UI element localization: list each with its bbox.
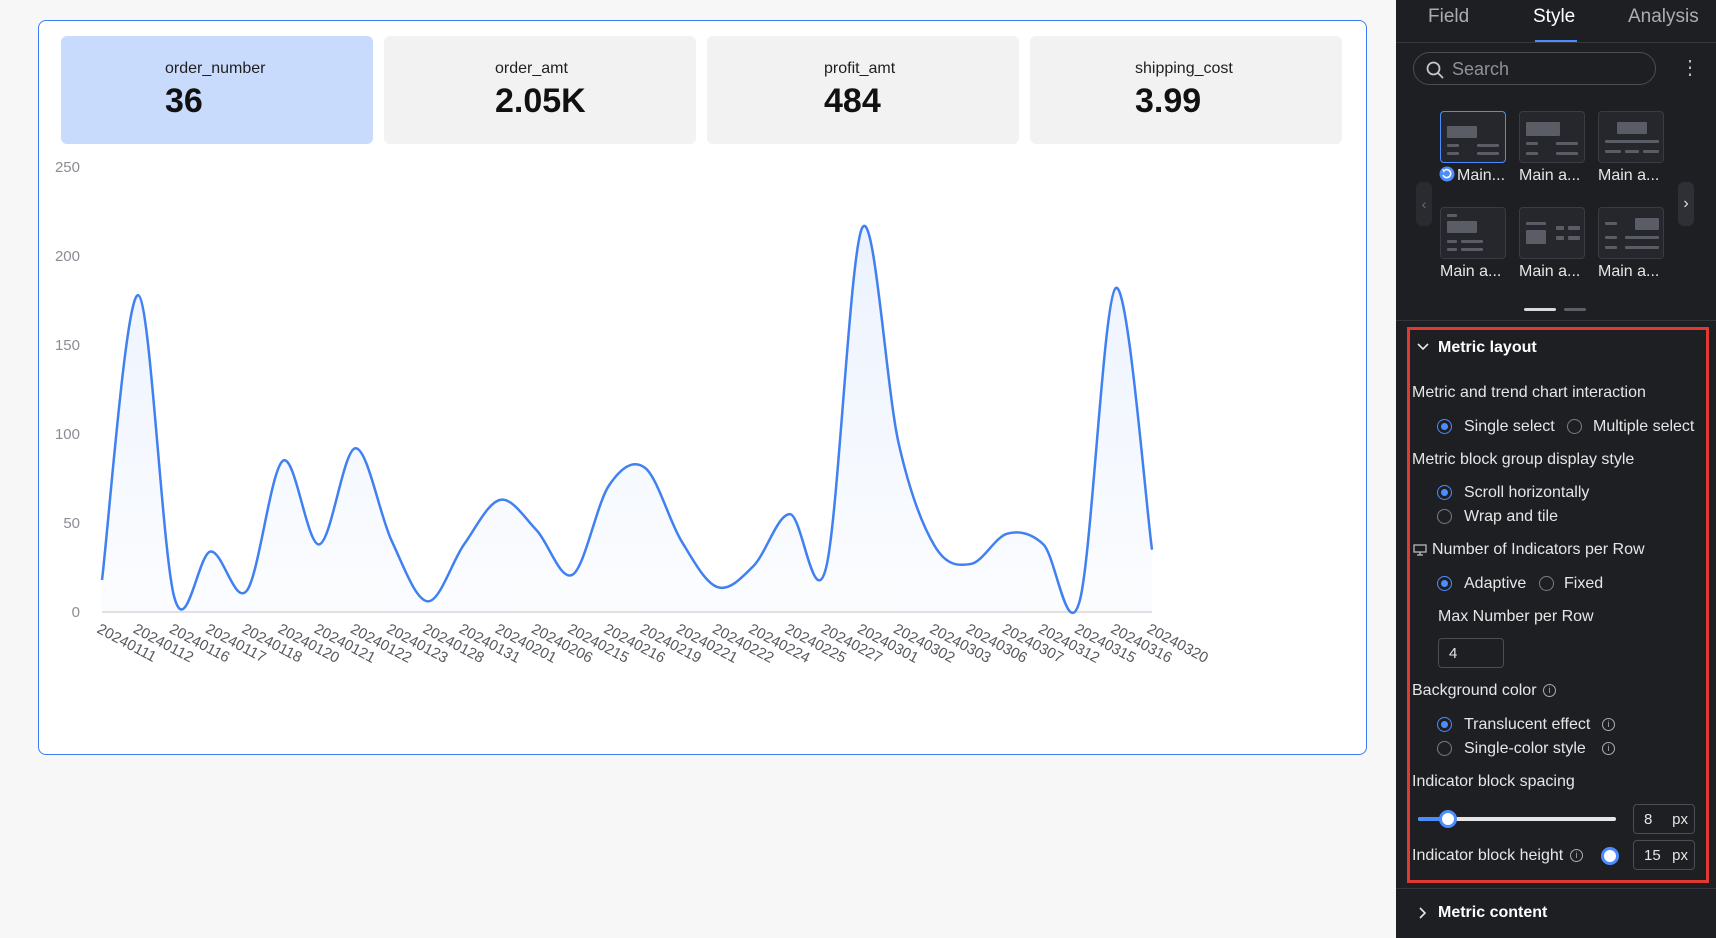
layout-thumbnail-5[interactable]	[1519, 207, 1585, 259]
divider	[1396, 888, 1716, 889]
bg-color-label: Background color	[1412, 682, 1537, 699]
more-options-icon[interactable]: ⋮	[1680, 57, 1700, 79]
monitor-icon	[1413, 544, 1427, 556]
metric-name: shipping_cost	[1135, 60, 1233, 77]
radio-fixed[interactable]	[1539, 576, 1554, 591]
thumbnail-label: Main...	[1457, 167, 1506, 184]
spacing-input[interactable]: 8 px	[1633, 804, 1695, 834]
radio-single-color-style[interactable]	[1437, 741, 1452, 756]
metric-card-profit-amt[interactable]: profit_amt 484	[707, 36, 1019, 144]
radio-label[interactable]: Single-color style	[1464, 740, 1586, 757]
info-icon[interactable]: i	[1570, 849, 1583, 862]
reset-icon[interactable]	[1439, 166, 1455, 182]
input-value: 4	[1449, 645, 1458, 662]
y-tick-label: 150	[55, 337, 80, 354]
layout-thumbnail-6[interactable]	[1598, 207, 1664, 259]
metric-name: order_amt	[495, 60, 568, 77]
height-toggle[interactable]	[1601, 847, 1619, 865]
radio-multiple-select[interactable]	[1567, 419, 1582, 434]
radio-label[interactable]: Multiple select	[1593, 418, 1695, 435]
metric-value: 2.05K	[495, 82, 586, 120]
info-icon[interactable]: i	[1602, 742, 1615, 755]
active-tab-indicator	[1535, 40, 1577, 42]
layout-thumbnail-2[interactable]	[1519, 111, 1585, 163]
info-icon[interactable]: i	[1543, 684, 1556, 697]
metric-card-shipping-cost[interactable]: shipping_cost 3.99	[1030, 36, 1342, 144]
metric-value: 484	[824, 82, 881, 120]
radio-translucent-effect[interactable]	[1437, 717, 1452, 732]
metric-layout-section	[1407, 327, 1709, 883]
y-tick-label: 250	[55, 159, 80, 176]
radio-label[interactable]: Single select	[1464, 418, 1555, 435]
y-tick-label: 0	[72, 604, 80, 621]
spacing-slider-fill	[1418, 817, 1448, 821]
per-row-label: Number of Indicators per Row	[1432, 541, 1645, 558]
unit-label: px	[1672, 811, 1688, 828]
spacing-slider-track[interactable]	[1418, 817, 1616, 821]
spacing-slider-thumb[interactable]	[1439, 810, 1457, 828]
radio-wrap-and-tile[interactable]	[1437, 509, 1452, 524]
input-value: 15	[1644, 847, 1661, 864]
thumbnail-label: Main a...	[1440, 263, 1502, 280]
chevron-right-icon[interactable]	[1416, 906, 1430, 920]
carousel-dot[interactable]	[1564, 308, 1586, 311]
layout-thumbnail-4[interactable]	[1440, 207, 1506, 259]
metric-name: profit_amt	[824, 60, 896, 77]
input-value: 8	[1644, 811, 1653, 828]
chevron-down-icon[interactable]	[1416, 340, 1430, 354]
max-per-row-input[interactable]: 4	[1438, 638, 1504, 668]
spacing-label: Indicator block spacing	[1412, 773, 1575, 790]
layout-thumbnail-1[interactable]	[1440, 111, 1506, 163]
search-box[interactable]	[1413, 52, 1656, 85]
metric-value: 3.99	[1135, 82, 1202, 120]
y-tick-label: 50	[63, 515, 80, 532]
carousel-prev-icon[interactable]: ‹	[1416, 182, 1432, 226]
radio-label[interactable]: Wrap and tile	[1464, 508, 1558, 525]
series-area	[102, 225, 1152, 613]
thumbnail-label: Main a...	[1598, 263, 1660, 280]
series-line	[100, 224, 1154, 614]
radio-label[interactable]: Translucent effect	[1464, 716, 1591, 733]
tab-analysis[interactable]: Analysis	[1628, 6, 1699, 27]
metric-card-order-number[interactable]: order_number 36	[61, 36, 373, 144]
carousel-dot-active[interactable]	[1524, 308, 1556, 311]
layout-thumbnail-3[interactable]	[1598, 111, 1664, 163]
metric-content-title[interactable]: Metric content	[1438, 904, 1548, 921]
thumbnail-label: Main a...	[1598, 167, 1660, 184]
radio-scroll-horizontally[interactable]	[1437, 485, 1452, 500]
tab-style[interactable]: Style	[1533, 6, 1576, 27]
info-icon[interactable]: i	[1602, 718, 1615, 731]
height-input[interactable]: 15 px	[1633, 840, 1695, 870]
radio-label[interactable]: Adaptive	[1464, 575, 1527, 592]
group-style-label: Metric block group display style	[1412, 451, 1635, 468]
metric-card-order-amt[interactable]: order_amt 2.05K	[384, 36, 696, 144]
max-per-row-label: Max Number per Row	[1438, 608, 1594, 625]
thumbnail-label: Main a...	[1519, 167, 1581, 184]
trend-chart[interactable]: 2502001501005002024011120240112202401162…	[39, 21, 1367, 755]
tab-field[interactable]: Field	[1428, 6, 1470, 27]
metric-value: 36	[165, 82, 203, 120]
divider	[1396, 320, 1716, 321]
radio-label[interactable]: Scroll horizontally	[1464, 484, 1590, 501]
metric-trend-widget[interactable]: order_number 36 order_amt 2.05K profit_a…	[38, 20, 1367, 755]
unit-label: px	[1672, 847, 1688, 864]
search-icon	[1426, 61, 1444, 79]
y-tick-label: 100	[55, 426, 80, 443]
search-input[interactable]	[1452, 57, 1642, 81]
radio-adaptive[interactable]	[1437, 576, 1452, 591]
height-label: Indicator block height	[1412, 847, 1564, 864]
interaction-label: Metric and trend chart interaction	[1412, 384, 1646, 401]
canvas: order_number 36 order_amt 2.05K profit_a…	[38, 20, 1367, 755]
radio-single-select[interactable]	[1437, 419, 1452, 434]
y-tick-label: 200	[55, 248, 80, 265]
section-title[interactable]: Metric layout	[1438, 339, 1537, 356]
divider	[1396, 42, 1716, 43]
style-panel: Field Style Analysis ⋮	[1396, 0, 1716, 938]
thumbnail-label: Main a...	[1519, 263, 1581, 280]
radio-label[interactable]: Fixed	[1564, 575, 1604, 592]
metric-name: order_number	[165, 60, 266, 77]
carousel-next-icon[interactable]: ›	[1678, 182, 1694, 226]
